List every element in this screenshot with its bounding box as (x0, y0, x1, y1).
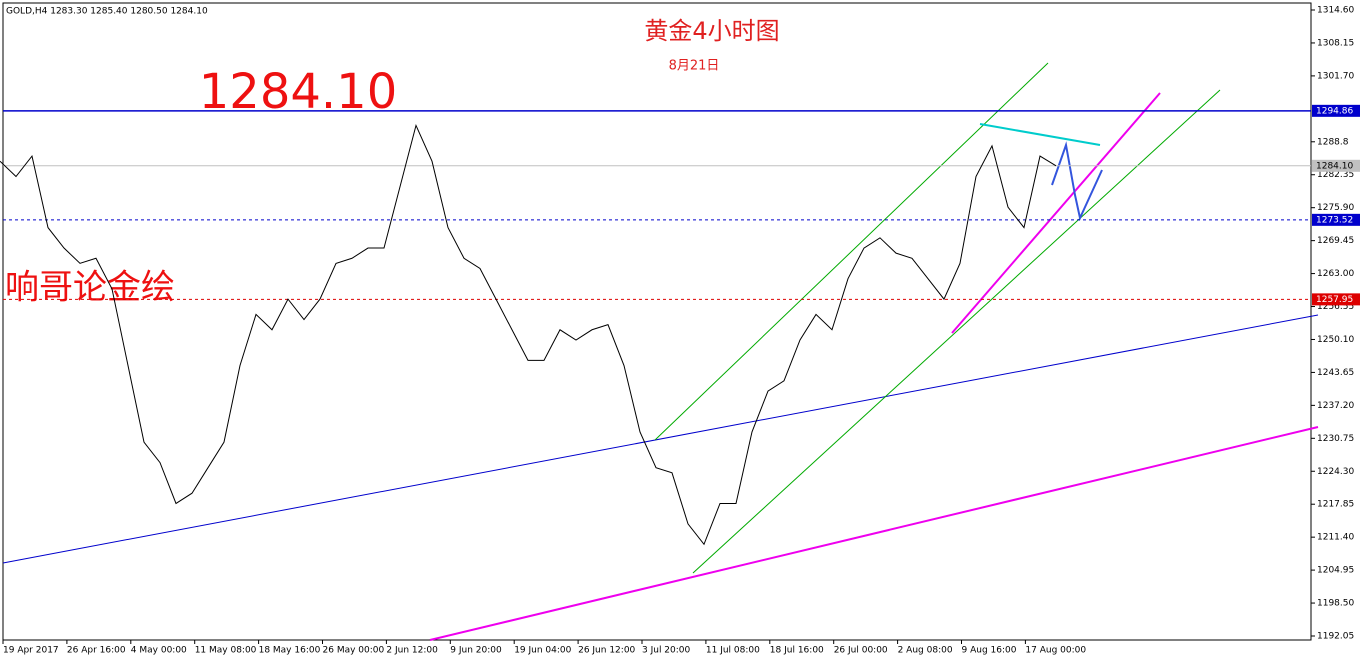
y-tick-label: 1198.50 (1317, 599, 1354, 609)
y-tick-label: 1192.05 (1317, 632, 1354, 642)
trendline (2, 314, 1319, 564)
y-tick-label: 1224.30 (1317, 467, 1354, 477)
trendline (951, 92, 1161, 334)
price-level-box (1312, 159, 1360, 172)
x-tick-label: 17 Aug 00:00 (1025, 646, 1086, 656)
x-tick-label: 9 Aug 16:00 (962, 646, 1017, 656)
date: 8月21日 (669, 59, 720, 74)
x-tick-label: 18 May 16:00 (259, 646, 321, 656)
price-level-label: 1273.52 (1316, 215, 1353, 225)
y-tick-label: 1275.90 (1317, 203, 1354, 213)
x-tick-label: 2 Jun 12:00 (386, 646, 438, 656)
price-level-box (1312, 293, 1360, 306)
y-tick-label: 1204.95 (1317, 566, 1354, 576)
x-tick-label: 26 Jul 00:00 (834, 646, 888, 656)
price-level-label: 1294.86 (1316, 106, 1353, 116)
y-tick-label: 1237.20 (1317, 401, 1354, 411)
x-tick-label: 26 May 00:00 (323, 646, 385, 656)
trendlines (2, 62, 1319, 641)
x-tick-label: 26 Jun 12:00 (578, 646, 635, 656)
y-tick-label: 1301.70 (1317, 71, 1354, 81)
y-tick-label: 1211.40 (1317, 533, 1354, 543)
y-tick-label: 1243.65 (1317, 368, 1354, 378)
y-tick-label: 1288.8 (1317, 137, 1349, 147)
x-tick-label: 2 Aug 08:00 (898, 646, 953, 656)
y-tick-label: 1263.00 (1317, 269, 1354, 279)
plot-frame (2, 2, 1312, 641)
y-tick-label: 1256.55 (1317, 302, 1354, 312)
price-level-label: 1284.10 (1316, 161, 1353, 171)
arrow (979, 123, 1101, 146)
y-tick-label: 1250.10 (1317, 335, 1354, 345)
y-tick-label: 1217.85 (1317, 500, 1354, 510)
author: 响哥论金绘 (5, 268, 175, 308)
y-tick-label: 1308.15 (1317, 38, 1354, 48)
y-tick-label: 1282.35 (1317, 170, 1354, 180)
x-tick-label: 19 Apr 2017 (3, 646, 59, 656)
x-tick-label: 3 Jul 20:00 (642, 646, 691, 656)
x-tick-label: 9 Jun 20:00 (450, 646, 502, 656)
y-tick-label: 1314.60 (1317, 6, 1354, 16)
x-tick-label: 4 May 00:00 (131, 646, 187, 656)
x-tick-label: 19 Jun 04:00 (514, 646, 571, 656)
price-note: 1284.10 (199, 64, 398, 120)
price-level-label: 1257.95 (1316, 295, 1353, 305)
channel (654, 62, 1049, 441)
trendline (429, 426, 1319, 641)
symbol: GOLD,H4 1283.30 1285.40 1280.50 1284.10 (6, 7, 208, 17)
x-tick-label: 26 Apr 16:00 (67, 646, 126, 656)
x-tick-label: 11 Jul 08:00 (706, 646, 760, 656)
y-tick-label: 1230.75 (1317, 434, 1354, 444)
price-level-box (1312, 213, 1360, 226)
channel (692, 89, 1221, 574)
price-level-box (1312, 104, 1360, 117)
title: 黄金4小时图 (644, 17, 779, 45)
x-tick-label: 11 May 08:00 (195, 646, 257, 656)
y-tick-label: 1269.45 (1317, 236, 1354, 246)
price-line (0, 123, 1057, 546)
x-tick-label: 18 Jul 16:00 (770, 646, 824, 656)
arrow (1051, 141, 1103, 222)
